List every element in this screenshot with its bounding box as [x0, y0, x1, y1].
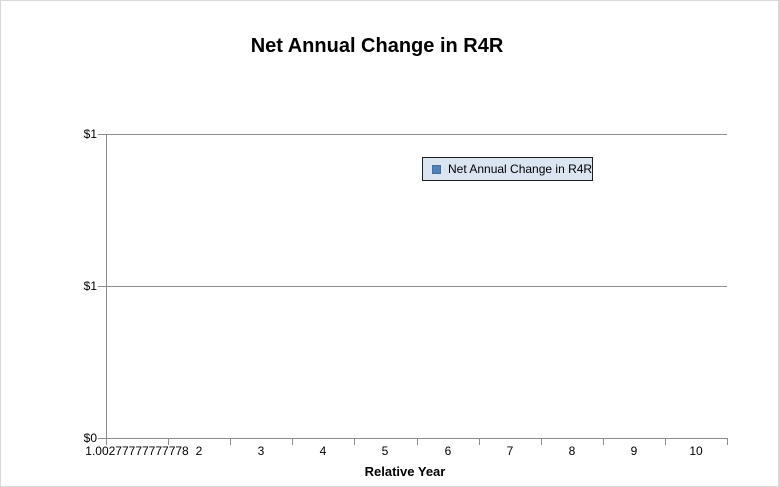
- x-axis-label: 5: [381, 444, 389, 458]
- x-axis-label: 3: [257, 444, 265, 458]
- legend: Net Annual Change in R4R: [422, 157, 593, 181]
- x-tick-mark: [230, 439, 231, 445]
- x-axis-label: 6: [444, 444, 452, 458]
- x-tick-mark: [541, 439, 542, 445]
- y-tick-mark: [98, 134, 106, 135]
- gridline-middle: [106, 286, 727, 287]
- x-axis-label: 2: [195, 444, 203, 458]
- y-axis-label: $1: [83, 279, 97, 293]
- x-axis-label: 8: [568, 444, 576, 458]
- series-square-marker-icon: [432, 164, 441, 174]
- y-axis-label: $1: [83, 127, 97, 141]
- x-axis-label: 10: [689, 444, 703, 458]
- x-axis-label: 4: [319, 444, 327, 458]
- y-axis-label: $0: [83, 431, 97, 445]
- x-tick-mark: [479, 439, 480, 445]
- chart-title: Net Annual Change in R4R: [250, 35, 504, 57]
- x-axis-line: [106, 438, 728, 439]
- x-tick-mark: [168, 439, 169, 445]
- x-tick-mark: [665, 439, 666, 445]
- x-axis-label: 9: [630, 444, 638, 458]
- x-axis-title: Relative Year: [364, 464, 446, 479]
- x-tick-mark: [106, 439, 107, 445]
- x-tick-mark: [292, 439, 293, 445]
- y-tick-mark: [98, 286, 106, 287]
- x-tick-mark: [354, 439, 355, 445]
- x-axis-label: 7: [506, 444, 514, 458]
- x-axis-label: 1.00277777777778: [85, 444, 189, 458]
- y-tick-mark: [98, 438, 106, 439]
- legend-label: Net Annual Change in R4R: [448, 162, 593, 176]
- x-tick-mark: [727, 439, 728, 445]
- x-tick-mark: [417, 439, 418, 445]
- y-axis-line: [106, 134, 107, 438]
- x-tick-mark: [603, 439, 604, 445]
- gridline-top: [106, 134, 727, 135]
